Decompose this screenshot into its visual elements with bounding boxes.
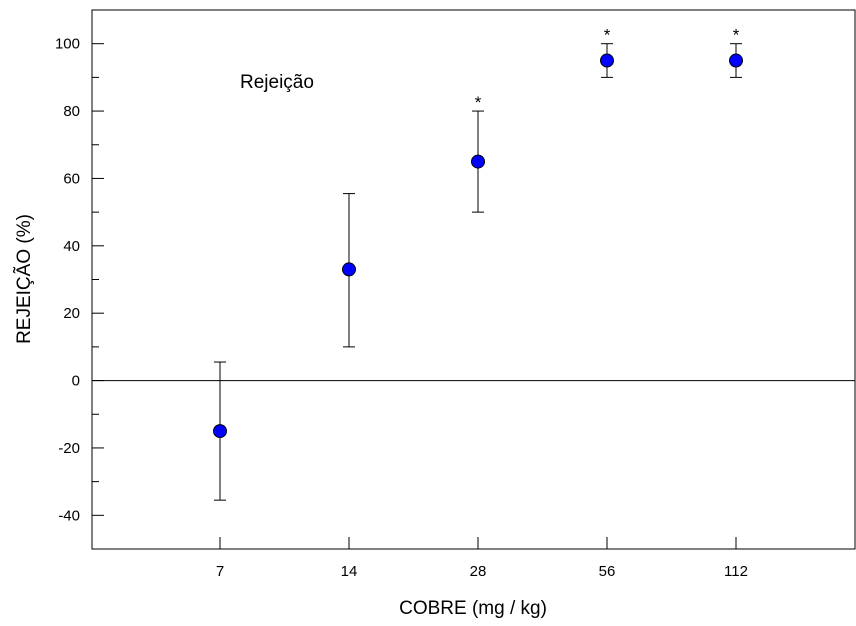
x-tick-label: 112 bbox=[724, 563, 748, 580]
x-axis-ticks: 7 14 28 56 112 bbox=[216, 537, 748, 580]
data-point bbox=[729, 53, 743, 68]
plot-frame bbox=[91, 9, 856, 550]
y-tick-label: 0 bbox=[72, 373, 80, 390]
y-tick-label: -40 bbox=[58, 507, 80, 524]
y-tick-label: 100 bbox=[55, 36, 80, 53]
y-tick-label: 60 bbox=[63, 170, 80, 187]
x-tick-label: 28 bbox=[470, 563, 487, 580]
y-tick-label: -20 bbox=[58, 440, 80, 457]
y-axis-ticks: -40 -20 0 20 40 60 80 100 bbox=[55, 9, 104, 550]
x-tick-label: 56 bbox=[599, 563, 616, 580]
x-tick-label: 14 bbox=[341, 563, 358, 580]
data-point bbox=[213, 424, 227, 439]
y-tick-label: 80 bbox=[63, 103, 80, 120]
data-point bbox=[600, 53, 614, 68]
x-axis-title: COBRE (mg / kg) bbox=[399, 598, 547, 619]
data-point bbox=[471, 154, 485, 169]
significance-star: * bbox=[475, 93, 482, 112]
annotation-label: Rejeição bbox=[240, 72, 314, 93]
y-tick-label: 20 bbox=[63, 305, 80, 322]
data-points bbox=[213, 53, 743, 439]
data-point bbox=[342, 262, 356, 277]
x-tick-label: 7 bbox=[216, 563, 224, 580]
error-bars bbox=[214, 43, 742, 501]
y-axis-title: REJEIÇÃO (%) bbox=[13, 214, 35, 344]
y-tick-label: 40 bbox=[63, 238, 80, 255]
significance-star: * bbox=[733, 26, 740, 45]
significance-markers: * * * bbox=[475, 26, 740, 112]
significance-star: * bbox=[604, 26, 611, 45]
